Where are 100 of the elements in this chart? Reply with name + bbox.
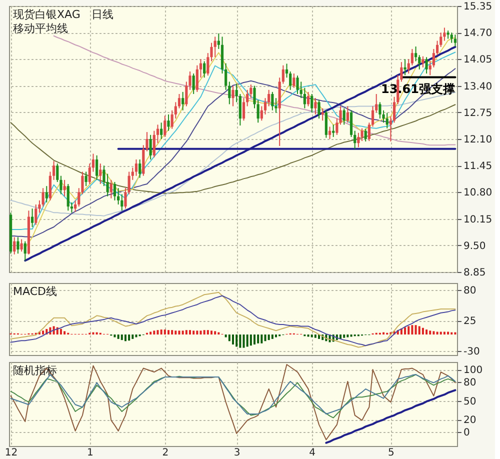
y-tick-label: 10.80 [464, 188, 492, 199]
candlestick [149, 134, 152, 160]
y-tick-label: 13.40 [464, 81, 492, 92]
candlestick [232, 85, 234, 107]
y-tick-label: 14.05 [464, 54, 492, 66]
x-tick-label: 3 [234, 448, 240, 458]
x-tick-label: 1 [86, 448, 94, 458]
candlestick [371, 106, 374, 128]
y-tick-label: -30 [464, 346, 480, 358]
candlestick [260, 106, 263, 122]
bar [156, 330, 159, 335]
bar [185, 330, 188, 335]
candlestick [63, 179, 66, 197]
bar [260, 334, 263, 344]
bar [346, 334, 349, 338]
candlestick [117, 188, 120, 205]
bar [429, 330, 432, 335]
x-tick-label: 12 [4, 448, 18, 458]
bar [264, 334, 266, 342]
bar [171, 330, 174, 335]
candlestick [214, 36, 216, 58]
candlestick [106, 173, 109, 197]
bar [411, 325, 414, 335]
x-tick-label: 4 [309, 448, 316, 458]
candlestick [296, 75, 299, 94]
bar [150, 332, 152, 335]
bar [128, 334, 130, 341]
bar [160, 330, 162, 335]
bar [404, 327, 406, 335]
bar [64, 331, 66, 335]
bar [242, 334, 245, 348]
y-tick-label: 14.70 [464, 28, 492, 40]
candlestick [328, 126, 332, 140]
bar [178, 330, 180, 335]
bar [42, 330, 44, 335]
y-tick-label: 12.10 [464, 134, 492, 146]
bar [310, 334, 313, 338]
candlestick [404, 58, 406, 76]
bar [132, 334, 134, 339]
candlestick [342, 108, 346, 126]
candlestick [134, 158, 138, 176]
y-tick-label: 10.15 [464, 214, 492, 226]
bar [210, 330, 212, 335]
candlestick [432, 48, 436, 68]
candlestick [292, 73, 296, 88]
candlestick [45, 186, 48, 203]
bar [188, 330, 191, 335]
bar [224, 334, 227, 338]
bar [314, 334, 316, 338]
bar [182, 330, 184, 335]
candlestick [314, 98, 317, 115]
bar [268, 334, 270, 340]
bar [246, 334, 248, 347]
bar [167, 330, 170, 335]
candlestick [113, 181, 116, 201]
bar [254, 334, 256, 344]
candlestick [99, 163, 102, 185]
bar [124, 334, 126, 342]
candlestick [425, 56, 428, 74]
chart-title: 现货白银XAG 日线 [13, 8, 114, 21]
x-tick-label: 2 [162, 448, 169, 458]
candlestick [24, 240, 26, 262]
candlestick [48, 171, 52, 201]
candlestick [454, 34, 457, 48]
y-tick-label: 8.85 [464, 268, 486, 278]
candlestick [410, 48, 414, 66]
bar [200, 330, 202, 335]
bar [228, 334, 230, 342]
candlestick [167, 114, 170, 132]
bar [343, 334, 346, 338]
bar [239, 334, 242, 348]
chart-title: MACD线 [13, 285, 57, 298]
line-series [10, 364, 456, 440]
bar [426, 330, 428, 335]
candlestick [238, 93, 242, 126]
bar [120, 334, 123, 340]
candlestick [264, 98, 267, 115]
bar [232, 334, 234, 344]
bar [164, 330, 166, 335]
x-tick-label: 5 [388, 448, 394, 458]
candlestick [378, 102, 382, 120]
candlestick [364, 128, 367, 142]
candlestick [306, 91, 310, 107]
bar [275, 334, 278, 338]
bar [422, 328, 424, 335]
bar [135, 334, 138, 338]
candlestick [203, 60, 206, 78]
bar [203, 330, 206, 335]
y-tick-label: 80 [464, 378, 476, 389]
bar [257, 334, 260, 344]
candlestick [436, 40, 439, 56]
candlestick [321, 108, 324, 122]
bar [60, 328, 62, 335]
candlestick [271, 91, 274, 111]
candlestick [66, 184, 70, 212]
candlestick [242, 98, 246, 122]
bar [271, 334, 274, 339]
candlestick [164, 115, 166, 138]
y-tick-label: 80 [464, 286, 476, 297]
candlestick [414, 46, 418, 62]
